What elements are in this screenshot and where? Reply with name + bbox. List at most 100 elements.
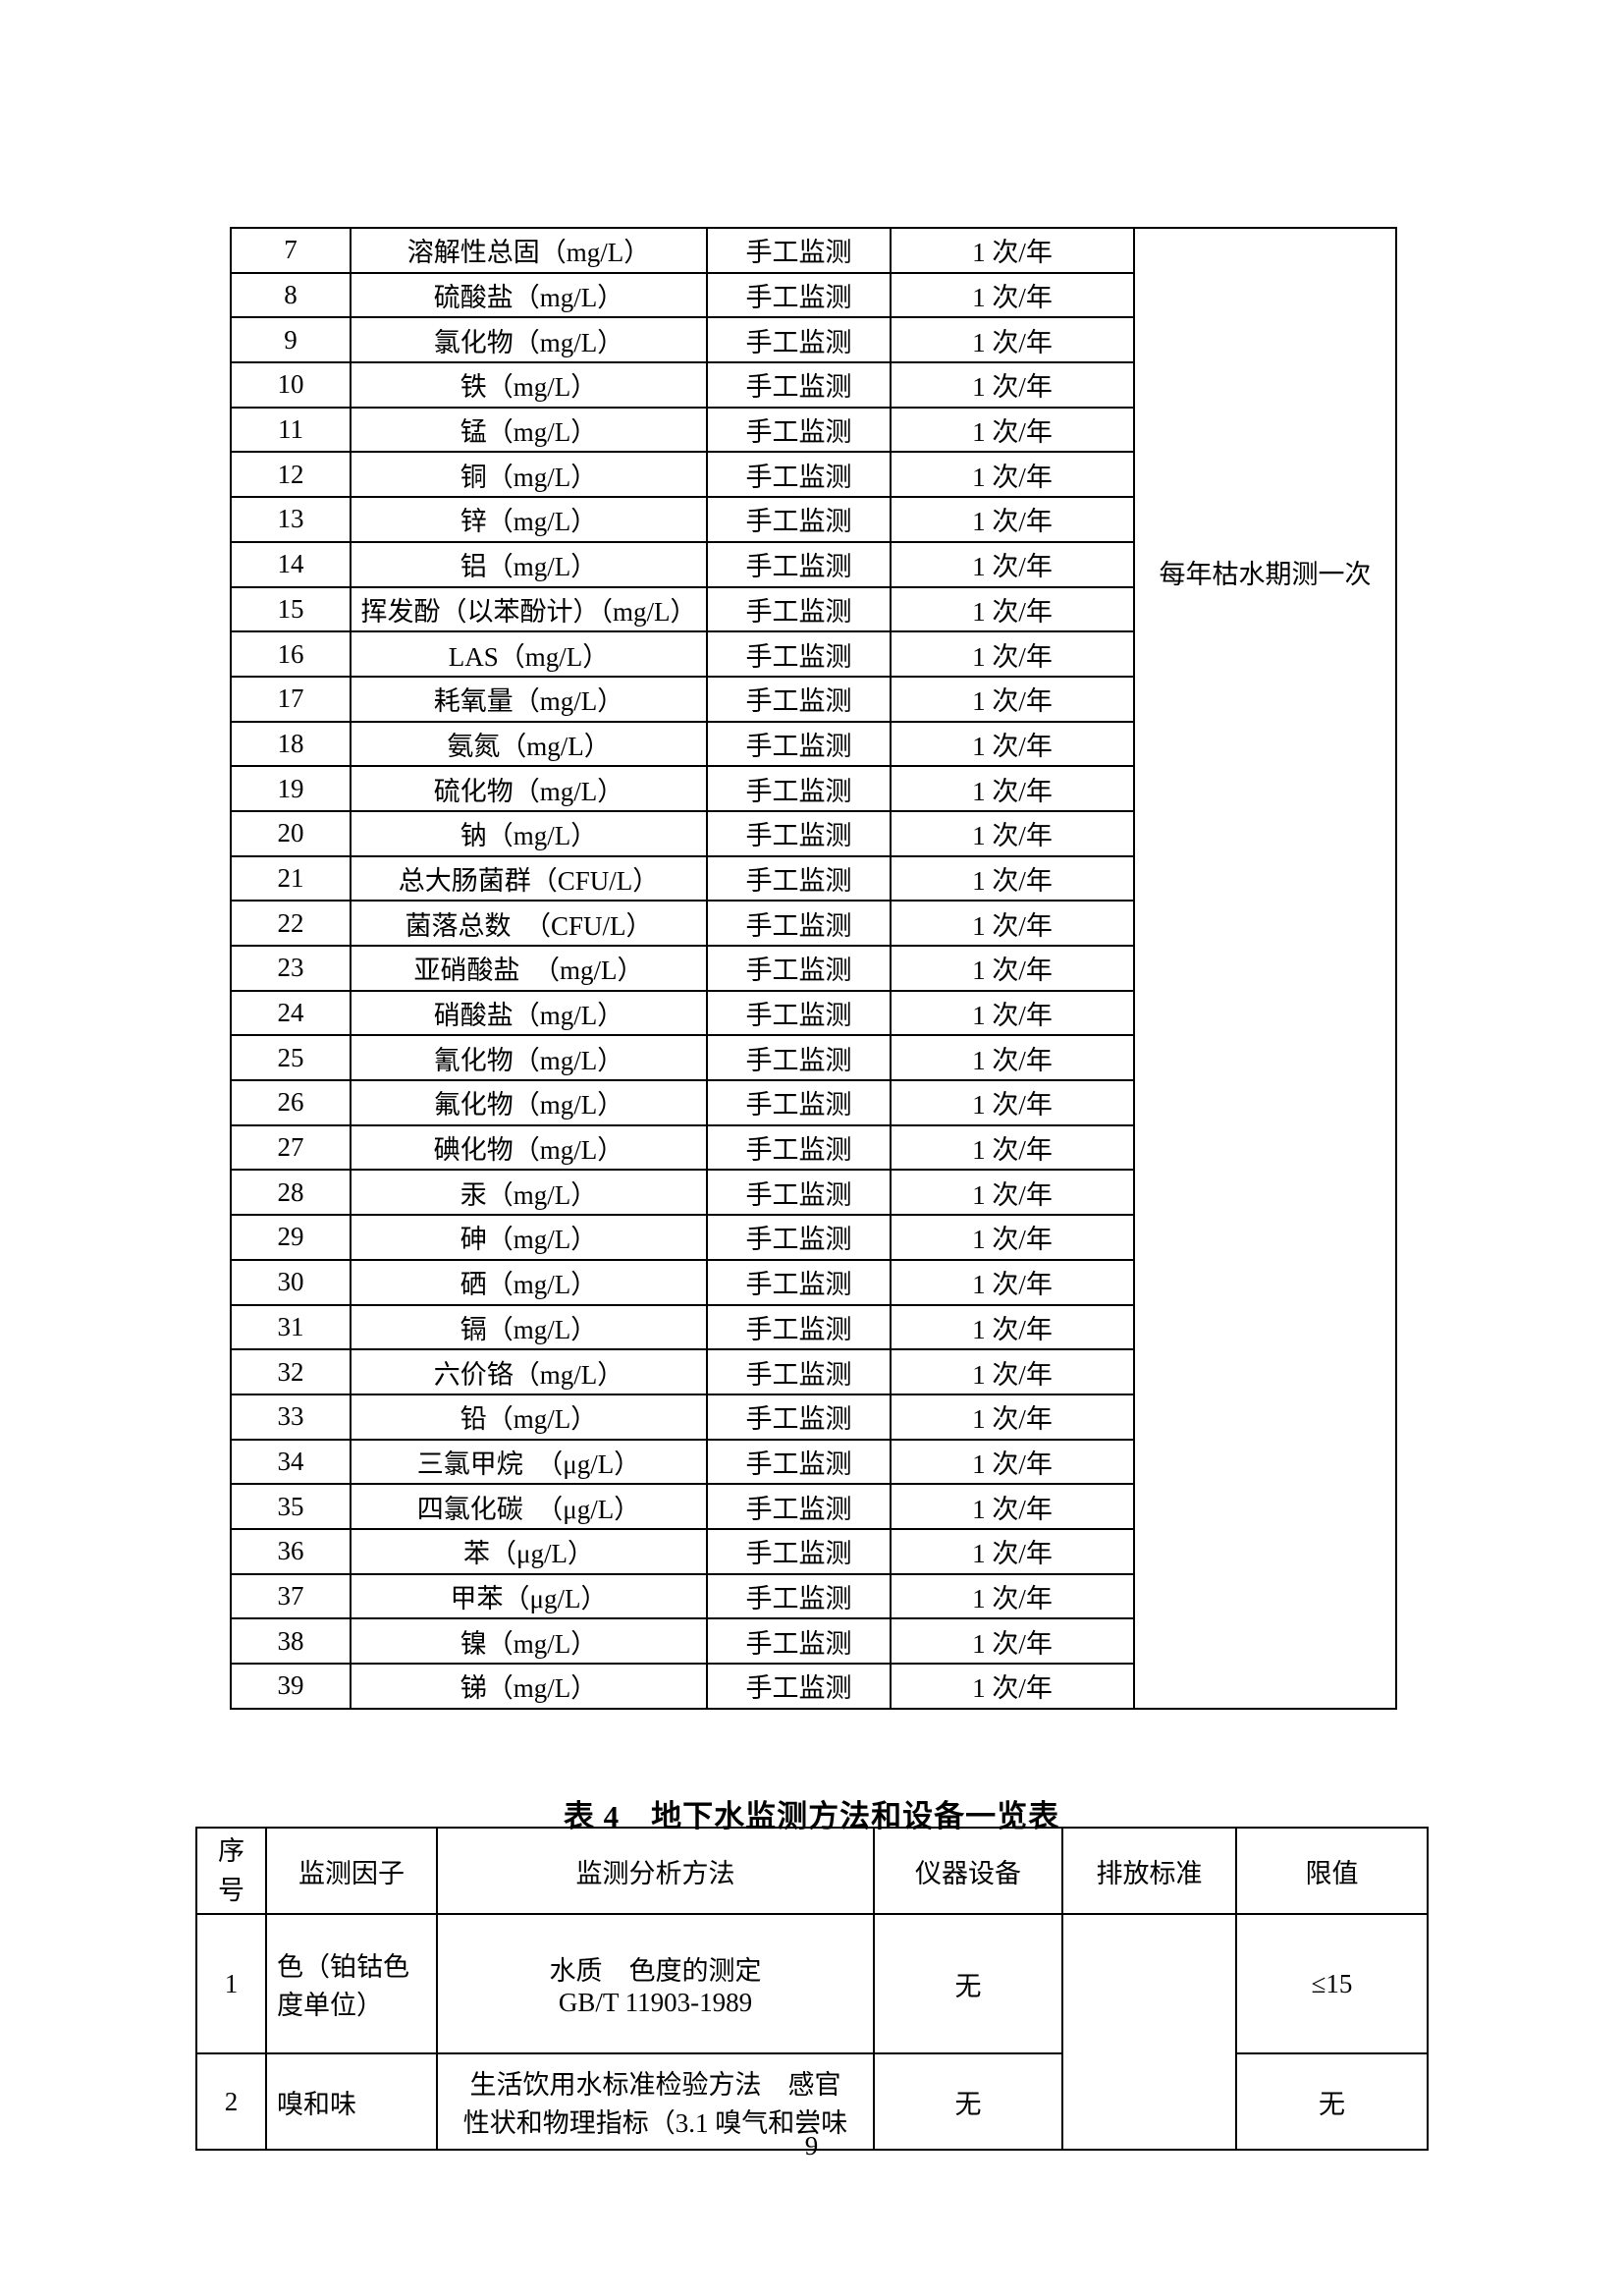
- method-cell: 手工监测: [706, 1258, 892, 1306]
- row-number-cell: 11: [230, 406, 352, 454]
- parameter-cell: 砷（mg/L）: [350, 1214, 708, 1261]
- row-number-cell: 37: [230, 1572, 352, 1620]
- table-row: 38 镍（mg/L） 手工监测 1 次/年: [230, 1617, 1396, 1665]
- parameter-cell: 铅（mg/L）: [350, 1393, 708, 1441]
- parameter-cell: 苯（μg/L）: [350, 1527, 708, 1575]
- table-row: 29 砷（mg/L） 手工监测 1 次/年: [230, 1214, 1396, 1261]
- parameter-cell: 挥发酚（以苯酚计）（mg/L）: [350, 585, 708, 633]
- table-row: 34 三氯甲烷 （μg/L） 手工监测 1 次/年: [230, 1438, 1396, 1486]
- method-cell: 手工监测: [706, 1617, 892, 1665]
- limit-cell: ≤15: [1235, 1913, 1429, 2054]
- parameter-cell: 镍（mg/L）: [350, 1617, 708, 1665]
- row-number-cell: 21: [230, 854, 352, 902]
- parameter-cell: 钠（mg/L）: [350, 809, 708, 857]
- row-number-cell: 19: [230, 765, 352, 812]
- table-row: 17 耗氧量（mg/L） 手工监测 1 次/年: [230, 675, 1396, 723]
- method-cell: 手工监测: [706, 1303, 892, 1351]
- parameter-cell: 锌（mg/L）: [350, 496, 708, 543]
- parameter-cell: 氰化物（mg/L）: [350, 1034, 708, 1082]
- table-row: 23 亚硝酸盐 （mg/L） 手工监测 1 次/年: [230, 945, 1396, 992]
- method-cell: 手工监测: [706, 361, 892, 409]
- frequency-cell: 1 次/年: [890, 585, 1135, 633]
- method-cell: 手工监测: [706, 854, 892, 902]
- table-row: 15 挥发酚（以苯酚计）（mg/L） 手工监测 1 次/年: [230, 585, 1396, 633]
- frequency-cell: 1 次/年: [890, 945, 1135, 992]
- row-number-cell: 31: [230, 1303, 352, 1351]
- parameter-cell: 氯化物（mg/L）: [350, 316, 708, 364]
- method-cell: 手工监测: [706, 585, 892, 633]
- row-number-cell: 34: [230, 1438, 352, 1486]
- parameter-cell: 硫化物（mg/L）: [350, 765, 708, 812]
- table-row: 30 硒（mg/L） 手工监测 1 次/年: [230, 1258, 1396, 1306]
- frequency-cell: 1 次/年: [890, 1483, 1135, 1530]
- header-standard: 排放标准: [1061, 1827, 1237, 1915]
- row-number-cell: 1: [195, 1913, 267, 2054]
- page-number: 9: [804, 2131, 819, 2160]
- frequency-cell: 1 次/年: [890, 1393, 1135, 1441]
- table-row: 13 锌（mg/L） 手工监测 1 次/年: [230, 496, 1396, 543]
- header-factor: 监测因子: [265, 1827, 438, 1915]
- table-row: 11 锰（mg/L） 手工监测 1 次/年: [230, 406, 1396, 454]
- method-cell: 生活饮用水标准检验方法 感官 性状和物理指标（3.1 嗅气和尝味: [436, 2052, 875, 2151]
- method-cell: 手工监测: [706, 1079, 892, 1126]
- parameter-cell: 硫酸盐（mg/L）: [350, 271, 708, 319]
- frequency-cell: 1 次/年: [890, 451, 1135, 499]
- method-cell: 手工监测: [706, 945, 892, 992]
- table-row: 1 色（铂钴色 度单位） 水质 色度的测定 GB/T 11903-1989 无 ≤1…: [195, 1913, 1429, 2151]
- method-cell: 手工监测: [706, 406, 892, 454]
- row-number-cell: 30: [230, 1258, 352, 1306]
- instrument-cell: 无: [873, 2052, 1063, 2151]
- parameter-cell: 六价铬（mg/L）: [350, 1348, 708, 1395]
- frequency-cell: 1 次/年: [890, 496, 1135, 543]
- table-row: 20 钠（mg/L） 手工监测 1 次/年: [230, 809, 1396, 857]
- table-row: 27 碘化物（mg/L） 手工监测 1 次/年: [230, 1123, 1396, 1172]
- parameter-cell: 溶解性总固（mg/L）: [350, 227, 708, 274]
- method-cell: 手工监测: [706, 271, 892, 319]
- method-cell: 手工监测: [706, 1123, 892, 1172]
- table-row: 16 LAS（mg/L） 手工监测 1 次/年: [230, 630, 1396, 678]
- parameter-cell: 甲苯（μg/L）: [350, 1572, 708, 1620]
- table-row: 28 汞（mg/L） 手工监测 1 次/年: [230, 1169, 1396, 1217]
- row-number-cell: 26: [230, 1079, 352, 1126]
- table-row: 2 嗅和味 生活饮用水标准检验方法 感官 性状和物理指标（3.1 嗅气和尝味 无 …: [195, 2052, 1429, 2151]
- table-row: 39 锑（mg/L） 手工监测 1 次/年: [230, 1663, 1396, 1710]
- table-row: 9 氯化物（mg/L） 手工监测 1 次/年: [230, 316, 1396, 364]
- frequency-cell: 1 次/年: [890, 765, 1135, 812]
- parameter-cell: 锑（mg/L）: [350, 1663, 708, 1710]
- factor-cell: 嗅和味: [265, 2052, 438, 2151]
- parameter-cell: 硒（mg/L）: [350, 1258, 708, 1306]
- method-cell: 手工监测: [706, 227, 892, 274]
- frequency-cell: 1 次/年: [890, 854, 1135, 902]
- row-number-cell: 27: [230, 1123, 352, 1172]
- row-number-cell: 29: [230, 1214, 352, 1261]
- method-cell: 手工监测: [706, 451, 892, 499]
- row-number-cell: 28: [230, 1169, 352, 1217]
- parameter-cell: 三氯甲烷 （μg/L）: [350, 1438, 708, 1486]
- frequency-cell: 1 次/年: [890, 1303, 1135, 1351]
- row-number-cell: 9: [230, 316, 352, 364]
- method-cell: 手工监测: [706, 540, 892, 588]
- row-number-cell: 38: [230, 1617, 352, 1665]
- row-number-cell: 16: [230, 630, 352, 678]
- frequency-cell: 1 次/年: [890, 540, 1135, 588]
- factor-cell: 色（铂钴色 度单位）: [265, 1913, 438, 2054]
- parameter-cell: 总大肠菌群（CFU/L）: [350, 854, 708, 902]
- table-row: 22 菌落总数 （CFU/L） 手工监测 1 次/年: [230, 900, 1396, 947]
- frequency-cell: 1 次/年: [890, 271, 1135, 319]
- frequency-cell: 1 次/年: [890, 809, 1135, 857]
- parameter-cell: 氟化物（mg/L）: [350, 1079, 708, 1126]
- row-number-cell: 15: [230, 585, 352, 633]
- parameter-cell: 铜（mg/L）: [350, 451, 708, 499]
- table-row: 33 铅（mg/L） 手工监测 1 次/年: [230, 1393, 1396, 1441]
- frequency-cell: 1 次/年: [890, 1123, 1135, 1172]
- frequency-cell: 1 次/年: [890, 1527, 1135, 1575]
- parameter-cell: 硝酸盐（mg/L）: [350, 989, 708, 1037]
- parameter-cell: 镉（mg/L）: [350, 1303, 708, 1351]
- method-cell: 手工监测: [706, 1348, 892, 1395]
- row-number-cell: 22: [230, 900, 352, 947]
- method-cell: 手工监测: [706, 1527, 892, 1575]
- method-cell: 手工监测: [706, 900, 892, 947]
- parameter-cell: 锰（mg/L）: [350, 406, 708, 454]
- frequency-cell: 1 次/年: [890, 675, 1135, 723]
- row-number-cell: 14: [230, 540, 352, 588]
